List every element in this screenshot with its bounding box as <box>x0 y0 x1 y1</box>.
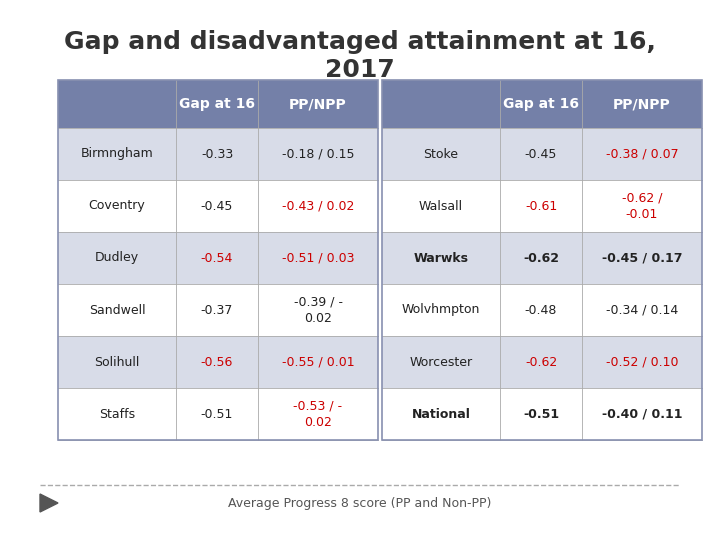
Text: -0.39 / -
0.02: -0.39 / - 0.02 <box>294 295 343 325</box>
Text: Sandwell: Sandwell <box>89 303 145 316</box>
Text: Solihull: Solihull <box>94 355 140 368</box>
Polygon shape <box>40 494 58 512</box>
Text: -0.51: -0.51 <box>523 408 559 421</box>
Bar <box>58 128 176 180</box>
Bar <box>500 80 582 128</box>
Text: -0.45: -0.45 <box>201 199 233 213</box>
Text: Warwks: Warwks <box>413 252 469 265</box>
Bar <box>500 180 582 232</box>
Bar <box>58 180 176 232</box>
Text: -0.56: -0.56 <box>201 355 233 368</box>
Bar <box>500 336 582 388</box>
Bar <box>582 232 702 284</box>
Text: Dudley: Dudley <box>95 252 139 265</box>
Bar <box>382 232 500 284</box>
Bar <box>176 232 258 284</box>
Bar <box>382 80 500 128</box>
Text: Staffs: Staffs <box>99 408 135 421</box>
Text: Gap at 16: Gap at 16 <box>179 97 255 111</box>
Text: -0.52 / 0.10: -0.52 / 0.10 <box>606 355 678 368</box>
Text: PP/NPP: PP/NPP <box>613 97 671 111</box>
Text: -0.62: -0.62 <box>523 252 559 265</box>
Bar <box>258 180 378 232</box>
Bar <box>176 180 258 232</box>
Text: -0.38 / 0.07: -0.38 / 0.07 <box>606 147 678 160</box>
Bar <box>258 128 378 180</box>
Text: Coventry: Coventry <box>89 199 145 213</box>
Bar <box>582 80 702 128</box>
Bar <box>582 284 702 336</box>
Text: -0.45: -0.45 <box>525 147 557 160</box>
Bar <box>382 180 500 232</box>
Text: -0.54: -0.54 <box>201 252 233 265</box>
Text: -0.37: -0.37 <box>201 303 233 316</box>
Bar <box>58 232 176 284</box>
Bar <box>176 128 258 180</box>
Text: Birmngham: Birmngham <box>81 147 153 160</box>
Text: -0.48: -0.48 <box>525 303 557 316</box>
Text: -0.62: -0.62 <box>525 355 557 368</box>
Bar <box>500 128 582 180</box>
Bar <box>176 336 258 388</box>
Text: Average Progress 8 score (PP and Non-PP): Average Progress 8 score (PP and Non-PP) <box>228 496 492 510</box>
Bar <box>500 284 582 336</box>
Text: -0.61: -0.61 <box>525 199 557 213</box>
Text: National: National <box>412 408 470 421</box>
Text: Wolvhmpton: Wolvhmpton <box>402 303 480 316</box>
Text: -0.45 / 0.17: -0.45 / 0.17 <box>602 252 683 265</box>
Bar <box>58 284 176 336</box>
Bar <box>58 80 176 128</box>
Text: -0.53 / -
0.02: -0.53 / - 0.02 <box>294 400 343 429</box>
Text: Gap at 16: Gap at 16 <box>503 97 579 111</box>
Bar <box>582 336 702 388</box>
Bar <box>176 388 258 440</box>
Bar <box>582 128 702 180</box>
Bar <box>58 80 378 440</box>
Bar <box>258 80 378 128</box>
Text: PP/NPP: PP/NPP <box>289 97 347 111</box>
Bar <box>58 388 176 440</box>
Bar <box>382 284 500 336</box>
Text: -0.33: -0.33 <box>201 147 233 160</box>
Text: -0.40 / 0.11: -0.40 / 0.11 <box>602 408 683 421</box>
Text: -0.51: -0.51 <box>201 408 233 421</box>
Bar <box>176 80 258 128</box>
Bar <box>382 128 500 180</box>
Text: -0.34 / 0.14: -0.34 / 0.14 <box>606 303 678 316</box>
Text: Gap and disadvantaged attainment at 16,
2017: Gap and disadvantaged attainment at 16, … <box>64 30 656 82</box>
Bar <box>258 336 378 388</box>
Text: -0.55 / 0.01: -0.55 / 0.01 <box>282 355 354 368</box>
Bar <box>382 80 702 440</box>
Bar <box>258 284 378 336</box>
Text: -0.62 /
-0.01: -0.62 / -0.01 <box>622 192 662 220</box>
Bar <box>382 336 500 388</box>
Bar <box>582 388 702 440</box>
Text: Walsall: Walsall <box>419 199 463 213</box>
Bar <box>258 232 378 284</box>
Bar <box>176 284 258 336</box>
Bar <box>58 336 176 388</box>
Bar <box>500 232 582 284</box>
Text: -0.43 / 0.02: -0.43 / 0.02 <box>282 199 354 213</box>
Bar <box>500 388 582 440</box>
Text: Stoke: Stoke <box>423 147 459 160</box>
Bar <box>582 180 702 232</box>
Text: -0.51 / 0.03: -0.51 / 0.03 <box>282 252 354 265</box>
Text: -0.18 / 0.15: -0.18 / 0.15 <box>282 147 354 160</box>
Bar <box>382 388 500 440</box>
Bar <box>258 388 378 440</box>
Text: Worcester: Worcester <box>410 355 472 368</box>
